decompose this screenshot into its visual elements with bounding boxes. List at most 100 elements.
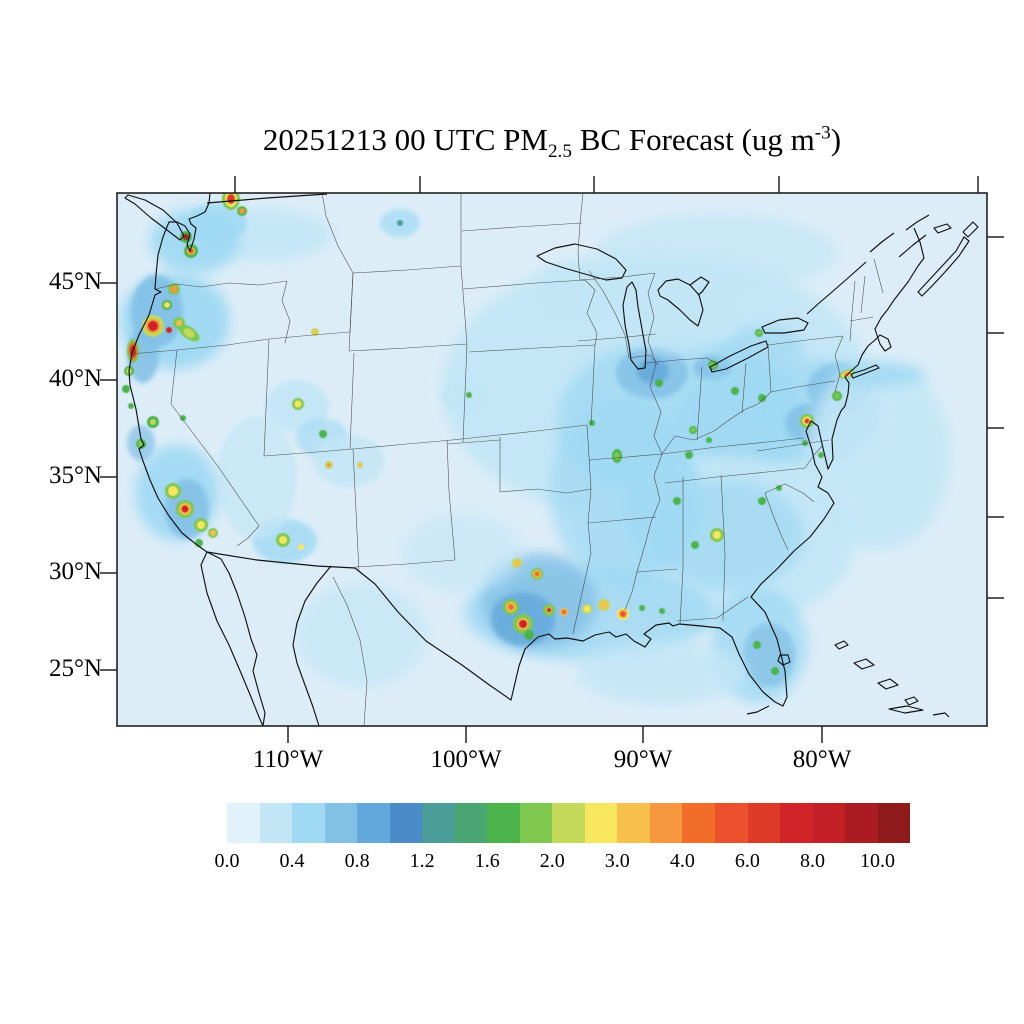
colorbar-segment [780,803,813,843]
state-border [849,280,856,342]
hotspot-louisville [685,451,693,459]
state-border [647,340,663,455]
state-border [263,338,270,457]
coastline [200,551,266,726]
hotspot-birmingham [691,541,699,549]
coastline [657,278,704,327]
coastline [932,712,950,718]
colorbar-segment [747,803,781,843]
state-border [676,596,749,622]
colorbar-segment [422,803,455,843]
coastline [206,193,328,204]
colorbar-tick-label: 3.0 [604,850,630,872]
state-border [720,474,726,622]
hotspot-chicago-south [655,379,663,387]
state-border [321,193,354,274]
colorbar-tick-label: 10.0 [860,850,895,872]
colorbar-segment [259,803,293,843]
colorbar-segment [324,803,358,843]
hotspot-beaumont [543,604,555,616]
state-border [624,453,663,611]
map-canvas [117,193,987,726]
hotspot-cincinnati [706,437,712,443]
state-border [460,265,468,345]
hotspot-cleveland [731,387,739,395]
hotspot-lake-charles [560,608,568,616]
coastline [806,261,867,315]
colorbar-segment [584,803,618,843]
state-border [170,349,260,547]
coastline [962,221,979,238]
hotspot-knoxville [758,497,766,505]
state-border [849,316,874,322]
state-border [860,275,866,314]
hotspot-salt-lake [292,398,304,410]
state-border [661,437,805,455]
hotspot-fraser-valley [237,206,247,216]
hotspot-pittsburgh [758,394,766,402]
state-border [628,354,659,366]
hotspot-st-george [325,461,333,469]
coastline [917,236,970,297]
state-border [281,280,291,344]
hotspot-montana-dot [397,220,403,226]
hotspot-socal-inland [208,528,218,538]
coastline [622,281,647,370]
colorbar-tick-label: 2.0 [539,850,565,872]
state-border [764,483,815,503]
map-frame [116,192,988,727]
coastline [777,654,791,666]
colorbar-segment [292,803,325,843]
coastline [933,223,952,234]
hotspot-texas-triangle [503,599,519,615]
state-border [767,335,844,346]
hotspot-philadelphia [832,391,842,401]
hotspot-pocatello [311,328,319,336]
field-patch [597,213,837,293]
field-patch [743,623,795,687]
hotspot-tampa [753,641,761,649]
state-border [352,265,462,274]
lon-tick-label: 110°W [252,746,324,773]
lat-tick-label: 35°N [48,461,102,489]
state-border [664,467,806,484]
hotspot-charlotte [776,485,782,491]
hotspot-clear-lake [128,403,134,409]
hotspot-dallas-ft-worth [512,558,522,568]
coastline [689,276,710,296]
state-border [263,424,588,457]
field-patch [313,435,385,487]
field-patch [637,358,669,384]
state-border [770,380,836,393]
hotspot-portland [168,283,180,295]
title-datetime: 20251213 00 UTC PM [262,122,548,157]
hotspot-indianapolis [689,426,697,434]
lat-tick-label: 30°N [48,557,102,585]
colorbar-tick-label: 0.4 [279,850,305,872]
title-subscript: 2.5 [547,141,572,163]
hotspot-denver [466,392,472,398]
colorbar-segment [519,803,553,843]
hotspot-nashville [673,497,681,505]
colorbar-segment [617,803,650,843]
hotspot-eugene [173,317,185,329]
lon-tick-label: 90°W [613,746,673,773]
colorbar-segment [812,803,846,843]
state-border [767,344,772,393]
hotspot-gulfport [639,605,645,611]
field-patch [217,416,297,540]
hotspot-central-valley-north [165,483,181,499]
state-border [468,344,596,353]
state-border [462,343,468,443]
field-patch [402,513,522,593]
hotspot-sacramento [147,416,159,428]
state-border [129,331,351,355]
state-border [586,289,598,346]
hotspot-st-louis [612,449,622,463]
state-border [499,488,592,494]
state-border [764,492,789,551]
colorbar-segment [389,803,423,843]
hotspot-new-orleans [617,608,629,620]
hotspot-baton-rouge [598,599,610,611]
colorbar-tick-label: 1.6 [474,850,500,872]
